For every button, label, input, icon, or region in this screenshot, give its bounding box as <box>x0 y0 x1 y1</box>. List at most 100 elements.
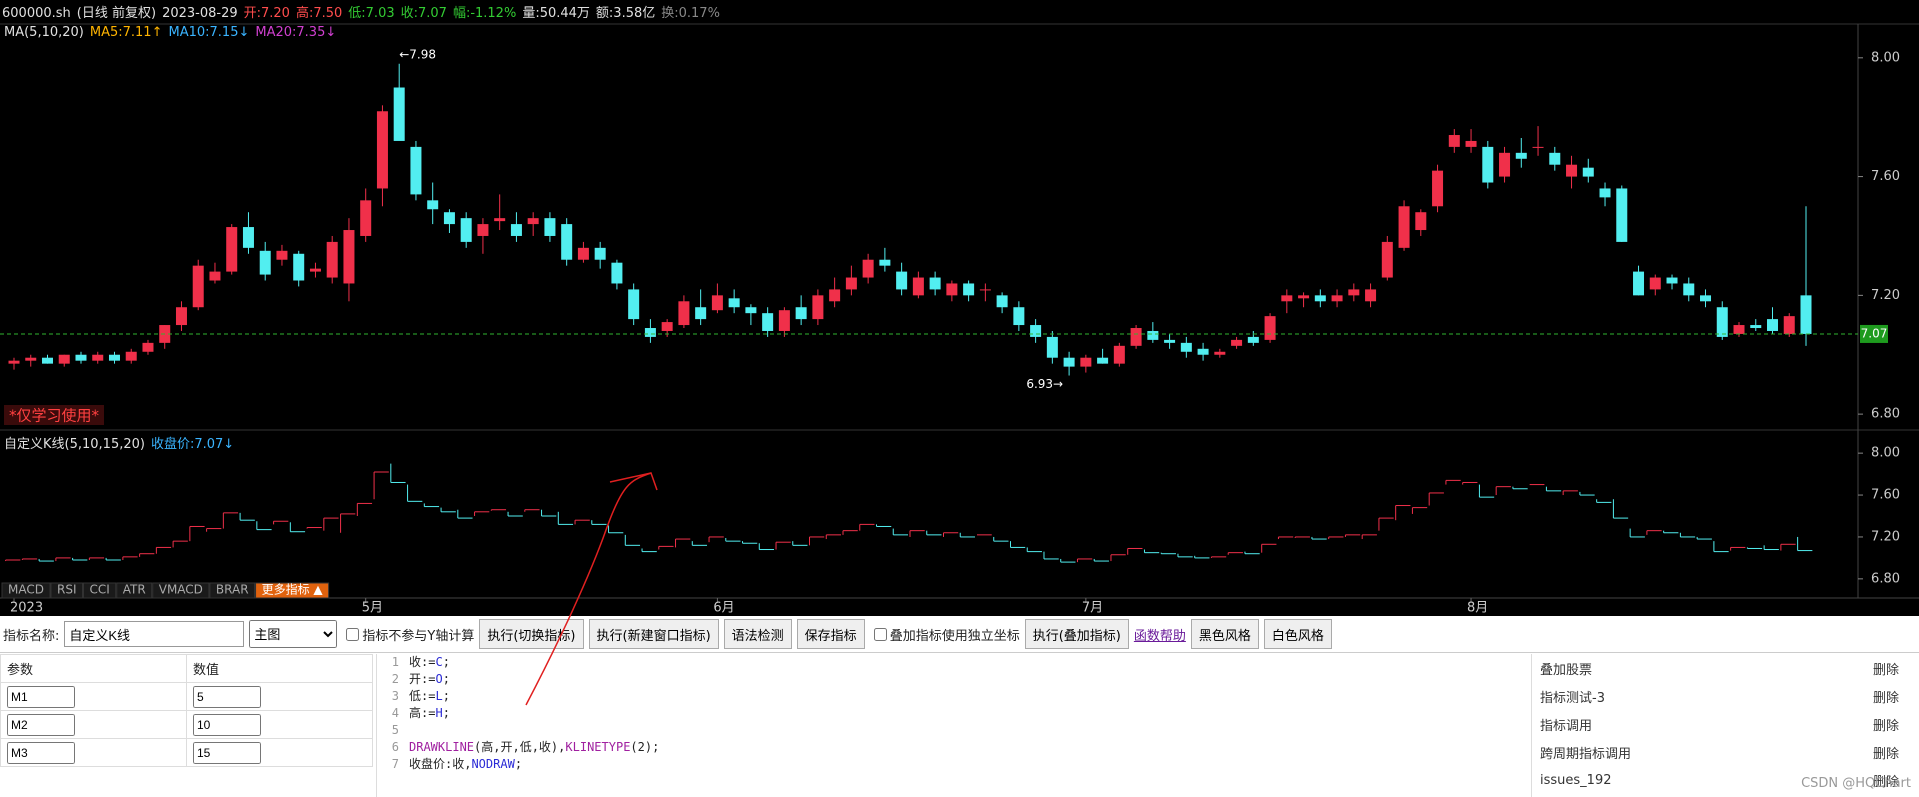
code-token: 开:= <box>409 672 436 686</box>
code-editor[interactable]: 1 收:=C; 2 开:=O; 3 低:=L; 4 高:=H; 5 6 DRAWKLINE(高,开,… <box>376 654 1532 797</box>
lower-title: 自定义K线(5,10,15,20) <box>4 437 145 452</box>
param-name[interactable] <box>7 685 75 708</box>
quote-item: 额:3.58亿 <box>595 6 656 21</box>
candle-body <box>1767 319 1779 331</box>
tab-bg[interactable] <box>152 582 210 599</box>
quote-item: 开:7.20 <box>243 6 290 21</box>
side-name[interactable]: 叠加股票 <box>1540 662 1593 678</box>
y-tick-label: 7.20 <box>1871 529 1900 544</box>
candle-body <box>862 259 874 278</box>
line-number: 2 <box>391 672 399 686</box>
quote-item: 低:7.03 <box>348 6 395 21</box>
candle-body <box>946 283 958 296</box>
checkbox[interactable] <box>873 627 887 641</box>
param-row <box>0 738 373 767</box>
tab-bg[interactable] <box>1 582 51 599</box>
indicator-tab[interactable]: CCI <box>89 583 109 597</box>
candle-body <box>1549 152 1561 165</box>
candle-body <box>778 310 790 331</box>
button[interactable]: 语法检测 <box>723 619 792 649</box>
credit: CSDN @HQChart <box>1801 776 1911 791</box>
x-tick-label: 7月 <box>1082 601 1103 616</box>
tab-bg[interactable] <box>209 582 256 599</box>
candle-body <box>728 298 740 308</box>
side-action[interactable]: 删除 <box>1872 718 1899 734</box>
button[interactable]: 执行(切换指标) <box>479 619 584 649</box>
side-action[interactable]: 删除 <box>1872 690 1899 706</box>
indicator-tab[interactable]: MACD <box>8 583 44 597</box>
indicator-tab[interactable]: BRAR <box>216 583 249 597</box>
candle-body <box>1164 339 1176 343</box>
candle-body <box>795 307 807 320</box>
param-value[interactable] <box>193 685 261 708</box>
side-name[interactable]: 指标测试-3 <box>1540 690 1605 706</box>
chart-bg <box>0 0 1919 616</box>
candle-body <box>376 111 388 189</box>
side-row[interactable]: 跨周期指标调用 删除 <box>1536 738 1919 766</box>
side-name[interactable]: 跨周期指标调用 <box>1540 746 1632 762</box>
indicator-tab[interactable]: 更多指标 ▲ <box>262 582 324 597</box>
param-name[interactable] <box>7 741 75 764</box>
name-input[interactable] <box>64 621 245 647</box>
side-name[interactable]: 指标调用 <box>1540 718 1593 734</box>
side-action[interactable]: 删除 <box>1872 774 1899 790</box>
candle-body <box>1515 152 1527 159</box>
lower-header: 自定义K线(5,10,15,20) 收盘价:7.07↓ <box>4 433 240 452</box>
checkbox[interactable] <box>346 627 360 641</box>
candle-body <box>577 247 589 260</box>
candle-body <box>963 283 975 296</box>
button[interactable]: 执行(新建窗口指标) <box>588 619 719 649</box>
candle-body <box>745 307 757 314</box>
x-tick-label: 2023 <box>10 601 43 616</box>
side-row[interactable]: 指标测试-3 删除 <box>1536 682 1919 710</box>
tab-bg[interactable] <box>82 582 117 599</box>
option-label: 叠加指标使用独立坐标 <box>889 628 1020 644</box>
button[interactable]: 执行(叠加指标) <box>1024 619 1129 649</box>
code-line: 1 收:=C; <box>377 654 1531 671</box>
param-name[interactable] <box>7 713 75 736</box>
candle-body <box>979 289 991 291</box>
button[interactable]: 黑色风格 <box>1190 619 1259 649</box>
option-y[interactable]: 指标不参与Y轴计算 <box>342 625 474 644</box>
button[interactable]: 保存指标 <box>796 619 865 649</box>
candle-body <box>1030 325 1042 337</box>
watermark-bg <box>4 405 104 425</box>
code-token: 高:= <box>409 706 436 720</box>
param-value[interactable] <box>193 741 261 764</box>
tab-bg[interactable] <box>255 582 330 599</box>
name-label: 指标名称: <box>3 628 60 644</box>
indicator-tab[interactable]: VMACD <box>159 583 203 597</box>
candle-body <box>1013 307 1025 326</box>
quote-item: 收:7.07 <box>400 6 447 21</box>
code-line: 5 <box>377 722 1531 739</box>
side-row[interactable]: 叠加股票 删除 <box>1536 654 1919 682</box>
side-row[interactable]: issues_192 删除 <box>1536 766 1919 794</box>
candle-body <box>1113 345 1125 364</box>
side-row[interactable]: 指标调用 删除 <box>1536 710 1919 738</box>
chart: *仅学习使用* 8.00 7.60 7.20 6.80 8.00 7.60 7.20 6.80… <box>0 0 1919 616</box>
indicator-tab[interactable]: ATR <box>123 583 146 597</box>
candle-body <box>1599 188 1611 198</box>
high-annotation: ←7.98 <box>399 47 436 61</box>
tab-bg[interactable] <box>116 582 153 599</box>
side-action[interactable]: 删除 <box>1872 662 1899 678</box>
param-cell <box>0 682 187 711</box>
button[interactable]: 白色风格 <box>1263 619 1332 649</box>
param-row <box>0 682 373 711</box>
candle-body <box>879 259 891 266</box>
quote-item: 2023-08-29 <box>162 6 238 21</box>
param-cell <box>186 682 373 711</box>
mode-select[interactable]: 主图 <box>249 620 338 648</box>
header-cell: 参数 <box>0 654 187 683</box>
code-token: 收盘价:收, <box>409 757 472 771</box>
param-value[interactable] <box>193 713 261 736</box>
tab-bg[interactable] <box>50 582 83 599</box>
side-name[interactable]: issues_192 <box>1540 772 1612 788</box>
indicator-tab[interactable]: RSI <box>57 583 77 597</box>
side-action[interactable]: 删除 <box>1872 746 1899 762</box>
help-link[interactable]: 函数帮助 <box>1133 628 1186 644</box>
x-tick-label: 6月 <box>713 601 734 616</box>
candle-body <box>209 271 221 281</box>
option-overlay[interactable]: 叠加指标使用独立坐标 <box>870 625 1020 644</box>
param-cell <box>186 738 373 767</box>
